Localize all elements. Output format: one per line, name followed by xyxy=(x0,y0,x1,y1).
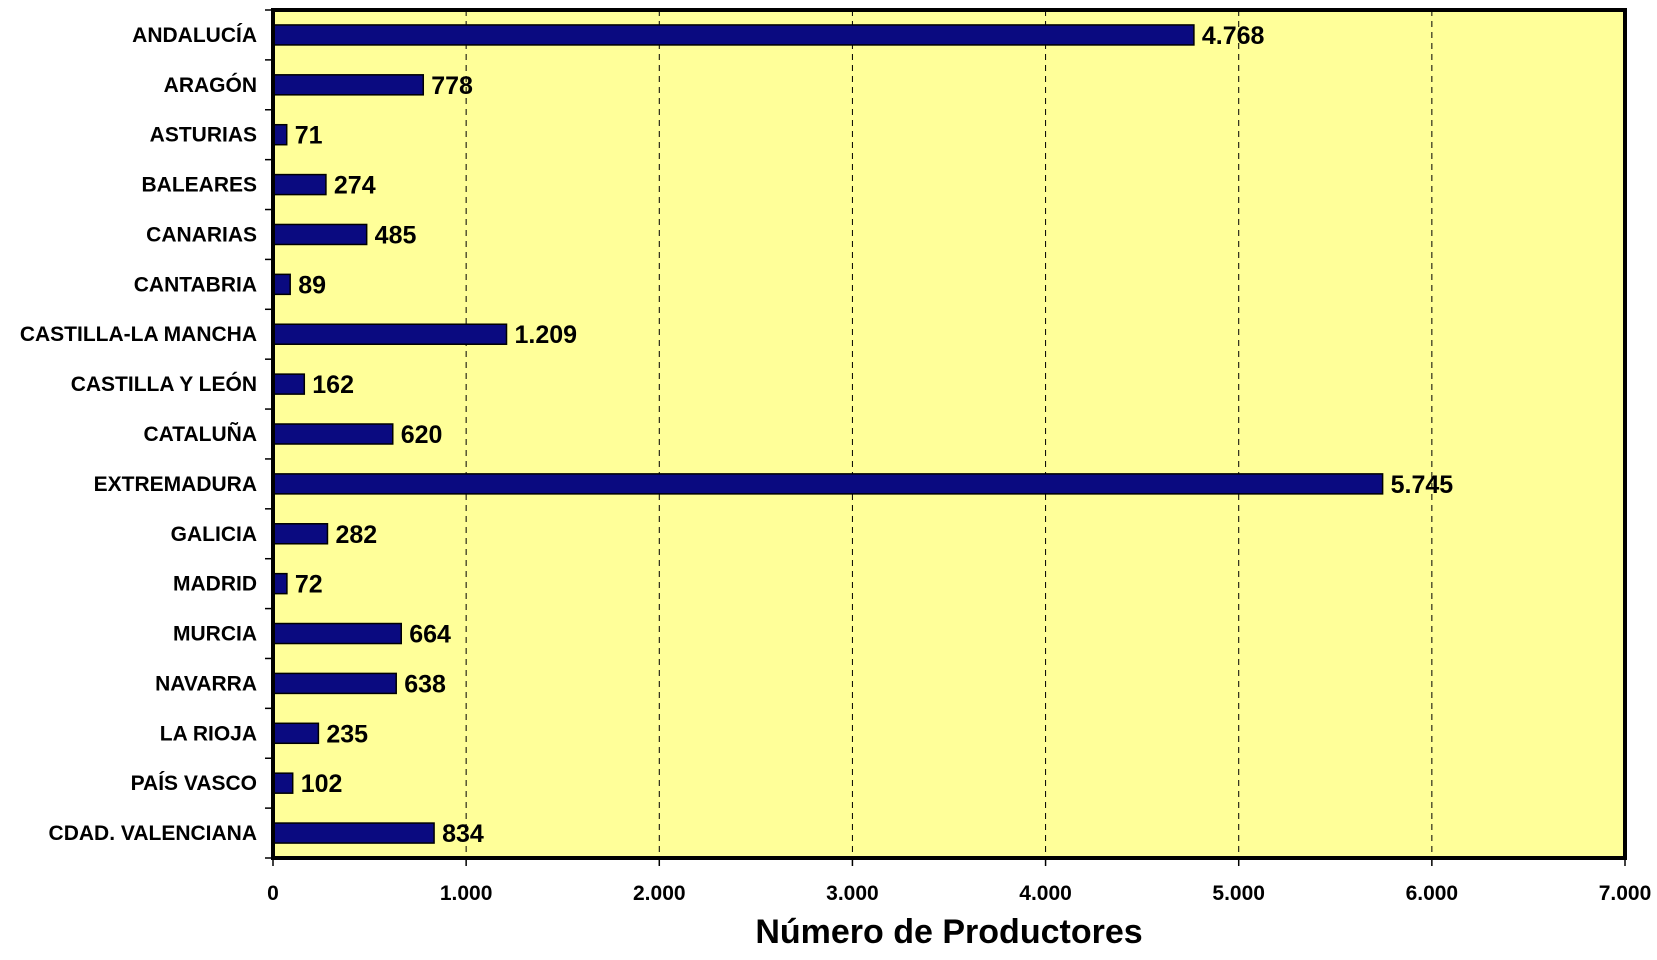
category-label: EXTREMADURA xyxy=(94,473,257,496)
bar xyxy=(272,373,306,395)
category-label: MADRID xyxy=(173,573,257,596)
category-label: CATALUÑA xyxy=(143,423,257,446)
bar xyxy=(272,672,397,695)
bar xyxy=(272,423,394,445)
data-label: 71 xyxy=(295,122,323,150)
category-label: GALICIA xyxy=(171,523,257,546)
bar xyxy=(272,722,320,745)
x-tick-label: 3.000 xyxy=(826,882,879,905)
category-label: MURCIA xyxy=(173,623,257,646)
data-label: 5.745 xyxy=(1391,471,1454,499)
category-label: CANARIAS xyxy=(146,223,257,246)
bar xyxy=(272,622,402,645)
data-label: 834 xyxy=(442,820,484,848)
category-label: NAVARRA xyxy=(155,672,257,695)
x-tick-label: 5.000 xyxy=(1212,882,1265,905)
x-tick-label: 6.000 xyxy=(1406,882,1459,905)
bar xyxy=(272,223,368,246)
category-label: CDAD. VALENCIANA xyxy=(49,822,257,845)
bar xyxy=(272,74,425,96)
bar xyxy=(272,523,329,545)
category-label: ANDALUCÍA xyxy=(132,24,257,47)
data-label: 162 xyxy=(312,371,354,399)
category-label: PAÍS VASCO xyxy=(131,772,257,795)
x-tick-label: 7.000 xyxy=(1599,882,1652,905)
data-label: 4.768 xyxy=(1202,22,1265,50)
plot-area xyxy=(273,10,1625,858)
bar xyxy=(272,123,288,146)
bar xyxy=(272,173,327,196)
category-label: BALEARES xyxy=(141,174,257,197)
category-label: CASTILLA-LA MANCHA xyxy=(20,323,257,346)
x-axis-title: Número de Productores xyxy=(755,913,1142,951)
data-label: 778 xyxy=(431,72,473,100)
data-label: 485 xyxy=(375,221,417,249)
category-label: ASTURIAS xyxy=(150,124,257,147)
x-tick-label: 0 xyxy=(267,882,279,905)
data-label: 638 xyxy=(404,670,446,698)
category-label: ARAGÓN xyxy=(164,73,257,97)
x-tick-label: 2.000 xyxy=(633,882,686,905)
data-label: 274 xyxy=(334,172,376,200)
bar xyxy=(272,822,435,844)
category-label: CASTILLA Y LEÓN xyxy=(71,372,257,396)
data-label: 102 xyxy=(301,770,343,798)
plot-frame xyxy=(271,8,1627,860)
data-label: 235 xyxy=(326,720,368,748)
bar xyxy=(272,24,1195,46)
x-tick-label: 4.000 xyxy=(1019,882,1072,905)
category-label: LA RIOJA xyxy=(160,722,257,745)
bar xyxy=(272,273,291,296)
data-label: 282 xyxy=(335,521,377,549)
category-label: CANTABRIA xyxy=(134,273,257,296)
bar xyxy=(272,572,288,595)
bar xyxy=(272,323,508,345)
data-label: 664 xyxy=(409,621,451,649)
bar xyxy=(272,772,294,794)
data-label: 89 xyxy=(298,271,326,299)
x-tick-label: 1.000 xyxy=(440,882,493,905)
data-label: 72 xyxy=(295,571,323,599)
data-label: 620 xyxy=(401,421,443,449)
bar xyxy=(272,473,1384,495)
data-label: 1.209 xyxy=(515,321,578,349)
